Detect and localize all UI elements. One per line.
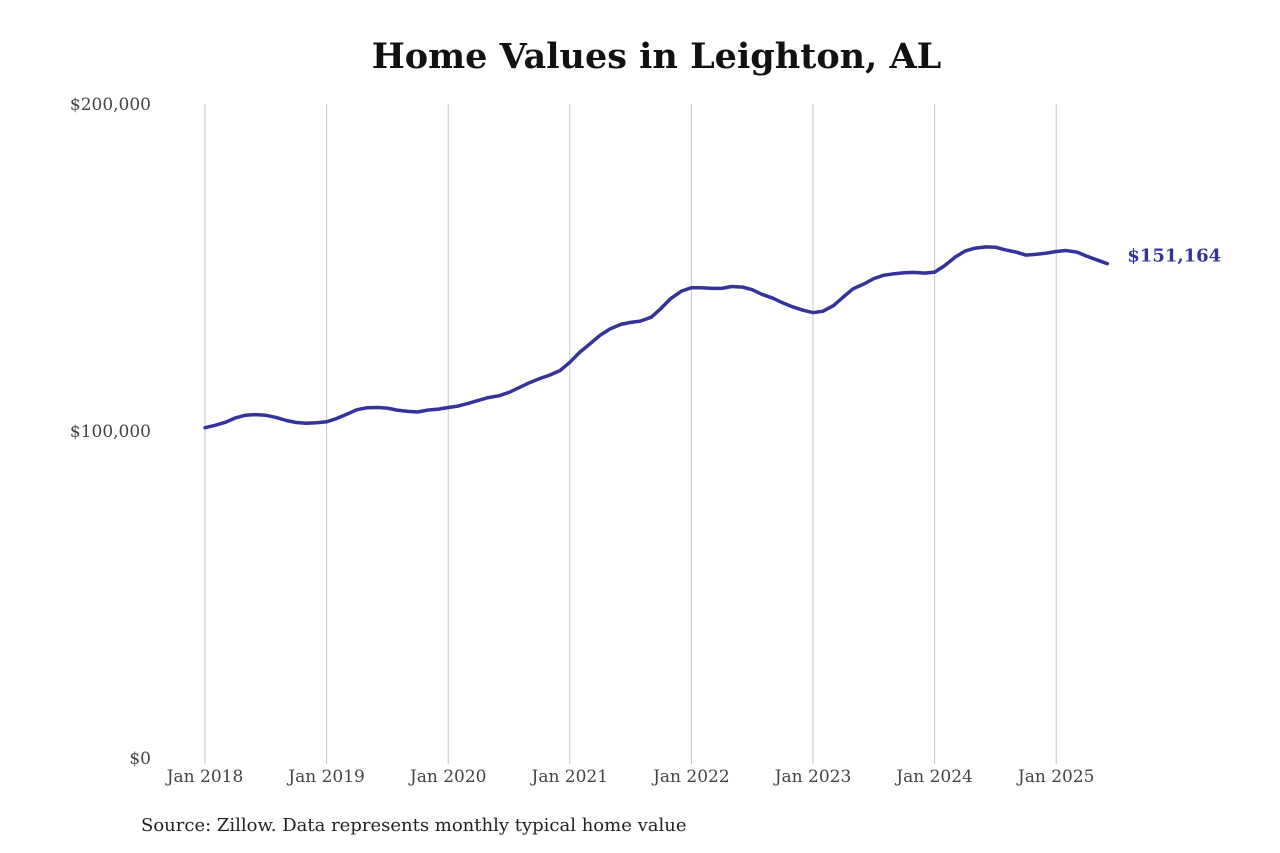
x-tick-label: Jan 2025 [1016,767,1095,787]
chart-title: Home Values in Leighton, AL [371,36,942,77]
x-tick-label: Jan 2021 [530,767,609,787]
source-note: Source: Zillow. Data represents monthly … [141,815,687,836]
y-tick-label: $100,000 [70,422,151,442]
x-tick-label: Jan 2018 [165,767,244,787]
end-value-label: $151,164 [1127,246,1221,267]
x-tick-label: Jan 2020 [408,767,487,787]
home-value-line [203,245,1110,430]
y-tick-label: $0 [129,749,151,769]
x-tick-label: Jan 2019 [286,767,365,787]
y-tick-label: $200,000 [70,95,151,115]
x-axis-labels: Jan 2018 Jan 2019 Jan 2020 Jan 2021 Jan 2022… [165,767,1095,787]
x-tick-label: Jan 2022 [651,767,730,787]
x-tick-label: Jan 2023 [773,767,852,787]
x-tick-label: Jan 2024 [894,767,973,787]
y-axis-labels: $0 $100,000 $200,000 [70,95,151,769]
gridlines [204,104,1057,764]
